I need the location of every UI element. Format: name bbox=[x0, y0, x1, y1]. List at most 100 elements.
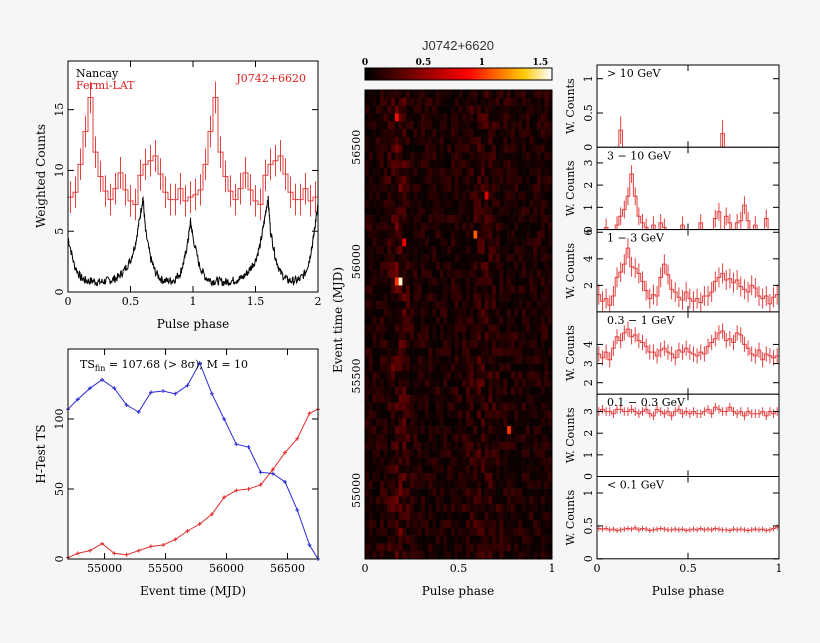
phaseogram-cell bbox=[480, 230, 485, 239]
phaseogram-cell bbox=[548, 363, 553, 372]
phaseogram-cell bbox=[469, 410, 474, 419]
phaseogram-cell bbox=[458, 175, 463, 185]
phaseogram-cell bbox=[368, 230, 373, 239]
phaseogram-cell bbox=[436, 488, 441, 497]
phaseogram-cell bbox=[443, 504, 448, 513]
phaseogram-cell bbox=[473, 183, 478, 192]
phaseogram-cell bbox=[484, 324, 489, 333]
phaseogram-cell bbox=[428, 269, 433, 278]
phaseogram-cell bbox=[454, 160, 459, 169]
phaseogram-cell bbox=[484, 97, 489, 106]
phaseogram-cell bbox=[495, 387, 500, 396]
phaseogram-cell bbox=[492, 277, 497, 286]
phaseogram-cell bbox=[406, 433, 411, 443]
phaseogram-cell bbox=[465, 230, 471, 239]
phaseogram-cell bbox=[417, 238, 422, 247]
phaseogram-cell bbox=[540, 473, 545, 482]
phaseogram-cell bbox=[383, 144, 388, 153]
phaseogram-cell bbox=[525, 222, 530, 231]
phaseogram-cell bbox=[421, 168, 426, 177]
phaseogram-cell bbox=[540, 316, 545, 325]
phaseogram-cell bbox=[447, 441, 452, 450]
phaseogram-cell bbox=[391, 347, 396, 357]
phaseogram-cell bbox=[439, 527, 444, 536]
phaseogram-cell bbox=[398, 488, 403, 497]
phaseogram-cell bbox=[525, 168, 530, 177]
phaseogram-cell bbox=[495, 433, 500, 443]
phaseogram-cell bbox=[443, 379, 448, 388]
phaseogram-cell bbox=[365, 535, 370, 544]
phaseogram-cell bbox=[421, 519, 426, 529]
phaseogram-cell bbox=[443, 324, 448, 333]
phaseogram-cell bbox=[473, 457, 478, 466]
phaseogram-cell bbox=[428, 90, 433, 99]
phaseogram-cell bbox=[492, 519, 497, 529]
htest-ytick-label: 0 bbox=[53, 556, 66, 563]
phaseogram-cell bbox=[465, 254, 471, 263]
phaseogram-cell bbox=[537, 473, 542, 482]
phaseogram-cell bbox=[402, 465, 407, 474]
phaseogram-cell bbox=[379, 97, 384, 106]
phaseogram-cell bbox=[372, 449, 377, 458]
phaseogram-cell bbox=[499, 113, 504, 122]
phaseogram-cell bbox=[398, 340, 403, 349]
phaseogram-cell bbox=[518, 473, 523, 482]
phaseogram-cell bbox=[394, 551, 399, 560]
phaseogram-cell bbox=[379, 121, 384, 130]
phaseogram-cell bbox=[447, 457, 452, 466]
phaseogram-cell bbox=[379, 144, 384, 153]
phaseogram-cell bbox=[391, 238, 396, 247]
phaseogram-cell bbox=[548, 433, 553, 443]
phaseogram-cell bbox=[413, 402, 418, 411]
phaseogram-cell bbox=[480, 551, 485, 560]
phaseogram-cell bbox=[379, 324, 384, 333]
phaseogram-cell bbox=[514, 465, 519, 474]
phaseogram-cell bbox=[383, 519, 388, 529]
phaseogram-cell bbox=[413, 504, 418, 513]
phaseogram-cell bbox=[424, 254, 429, 263]
phaseogram-cell bbox=[413, 90, 418, 99]
phaseogram-cell bbox=[436, 121, 441, 130]
phaseogram-cell bbox=[544, 441, 549, 450]
phaseogram-cell bbox=[533, 246, 538, 255]
phaseogram-cell bbox=[473, 371, 478, 380]
phaseogram-cell bbox=[492, 387, 497, 396]
phaseogram-cell bbox=[387, 97, 392, 106]
phaseogram-cell bbox=[477, 519, 482, 529]
htest-forward-point bbox=[161, 543, 166, 547]
phaseogram-cell bbox=[495, 129, 500, 138]
phaseogram-cell bbox=[391, 129, 396, 138]
phaseogram-cell bbox=[439, 332, 444, 341]
colorbar-swatch bbox=[374, 68, 377, 80]
phaseogram-cell bbox=[499, 340, 504, 349]
phaseogram-cell bbox=[507, 199, 512, 208]
phaseogram-cell bbox=[507, 535, 512, 544]
phaseogram-cell bbox=[462, 480, 467, 489]
phaseogram-cell bbox=[398, 418, 403, 427]
phaseogram-cell bbox=[409, 512, 414, 521]
phaseogram-cell bbox=[473, 230, 478, 239]
phaseogram-cell bbox=[537, 215, 542, 224]
phaseogram-cell bbox=[379, 410, 384, 419]
phaseogram-cell bbox=[421, 480, 426, 489]
phaseogram-cell bbox=[533, 293, 538, 302]
phaseogram-cell bbox=[413, 183, 418, 192]
phaseogram-cell bbox=[417, 418, 422, 427]
phaseogram-cell bbox=[447, 113, 452, 122]
phaseogram-cell bbox=[514, 519, 519, 529]
phaseogram-cell bbox=[503, 121, 508, 130]
phaseogram-cell bbox=[518, 426, 523, 435]
phaseogram-cell bbox=[447, 129, 452, 138]
phaseogram-cell bbox=[421, 355, 426, 364]
phaseogram-cell bbox=[383, 324, 388, 333]
phaseogram-cell bbox=[465, 97, 471, 106]
phaseogram-cell bbox=[417, 90, 422, 99]
phaseogram-cell bbox=[473, 136, 478, 146]
phaseogram-cell bbox=[447, 136, 452, 146]
phaseogram-cell bbox=[402, 113, 407, 122]
phaseogram-cell bbox=[525, 230, 530, 239]
phaseogram-cell bbox=[402, 285, 407, 294]
phaseogram-cell bbox=[409, 347, 414, 357]
phaseogram-cell bbox=[454, 551, 459, 560]
phaseogram-cell bbox=[398, 433, 403, 443]
